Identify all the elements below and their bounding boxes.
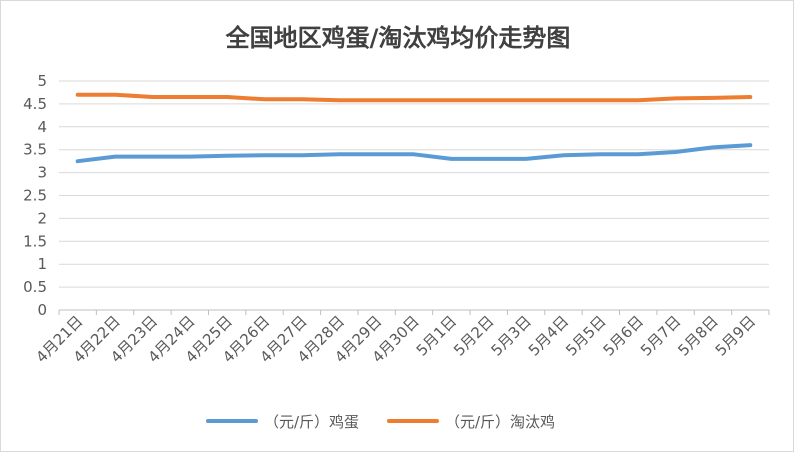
y-tick-label: 2.5 [23, 187, 47, 205]
series-line-1 [75, 92, 753, 103]
x-tick-label: 5月4日 [525, 312, 572, 359]
x-tick-label: 5月3日 [487, 312, 534, 359]
x-tick-label: 5月9日 [712, 312, 759, 359]
x-axis-ticks: 4月21日4月22日4月23日4月24日4月25日4月26日4月27日4月28日… [32, 310, 770, 366]
y-axis-ticks: 0 0.5 1 1.5 2 2.5 3 3.5 4 4.5 5 [23, 72, 47, 319]
legend-label-1: （元/斤）淘汰鸡 [445, 413, 555, 431]
gridlines [59, 80, 769, 311]
y-tick-label: 0 [37, 301, 47, 319]
x-tick-label: 5月2日 [450, 312, 497, 359]
x-tick-label: 5月6日 [600, 312, 647, 359]
x-tick-label: 5月8日 [674, 312, 721, 359]
y-tick-label: 2 [37, 209, 47, 227]
y-tick-label: 3 [37, 164, 47, 182]
x-tick-label: 5月1日 [413, 312, 460, 359]
y-tick-label: 3.5 [23, 141, 47, 159]
y-tick-label: 4.5 [23, 95, 47, 113]
y-tick-label: 4 [37, 118, 47, 136]
legend: （元/斤）鸡蛋 （元/斤）淘汰鸡 [206, 413, 555, 431]
x-tick-label: 5月7日 [637, 312, 684, 359]
series-lines [75, 92, 753, 164]
series-line-0 [75, 143, 753, 164]
legend-label-0: （元/斤）鸡蛋 [264, 413, 359, 431]
y-tick-label: 1.5 [23, 232, 47, 250]
y-tick-label: 5 [37, 72, 47, 90]
y-tick-label: 0.5 [23, 278, 47, 296]
y-tick-label: 1 [37, 255, 47, 273]
chart-title: 全国地区鸡蛋/淘汰鸡均价走势图 [225, 24, 571, 52]
x-tick-label: 5月5日 [562, 312, 609, 359]
